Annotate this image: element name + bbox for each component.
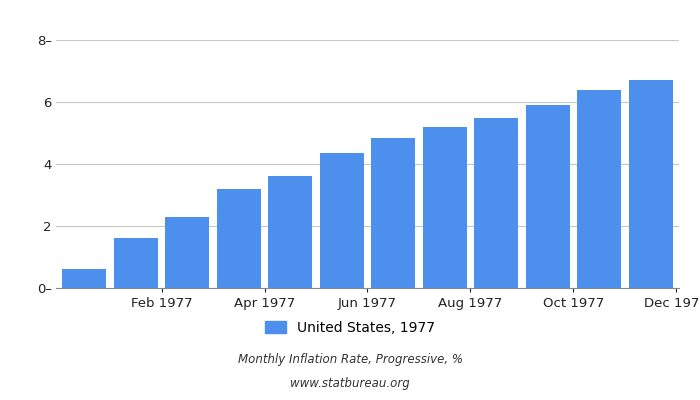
Bar bbox=[114, 238, 158, 288]
Bar bbox=[320, 153, 363, 288]
Bar bbox=[475, 118, 518, 288]
Bar bbox=[372, 138, 415, 288]
Bar bbox=[629, 80, 673, 288]
Bar bbox=[268, 176, 312, 288]
Legend: United States, 1977: United States, 1977 bbox=[260, 315, 440, 340]
Text: www.statbureau.org: www.statbureau.org bbox=[290, 378, 410, 390]
Bar bbox=[165, 217, 209, 288]
Bar bbox=[526, 105, 570, 288]
Bar bbox=[578, 90, 621, 288]
Text: Monthly Inflation Rate, Progressive, %: Monthly Inflation Rate, Progressive, % bbox=[237, 354, 463, 366]
Bar bbox=[423, 127, 467, 288]
Bar bbox=[217, 189, 260, 288]
Bar bbox=[62, 270, 106, 288]
